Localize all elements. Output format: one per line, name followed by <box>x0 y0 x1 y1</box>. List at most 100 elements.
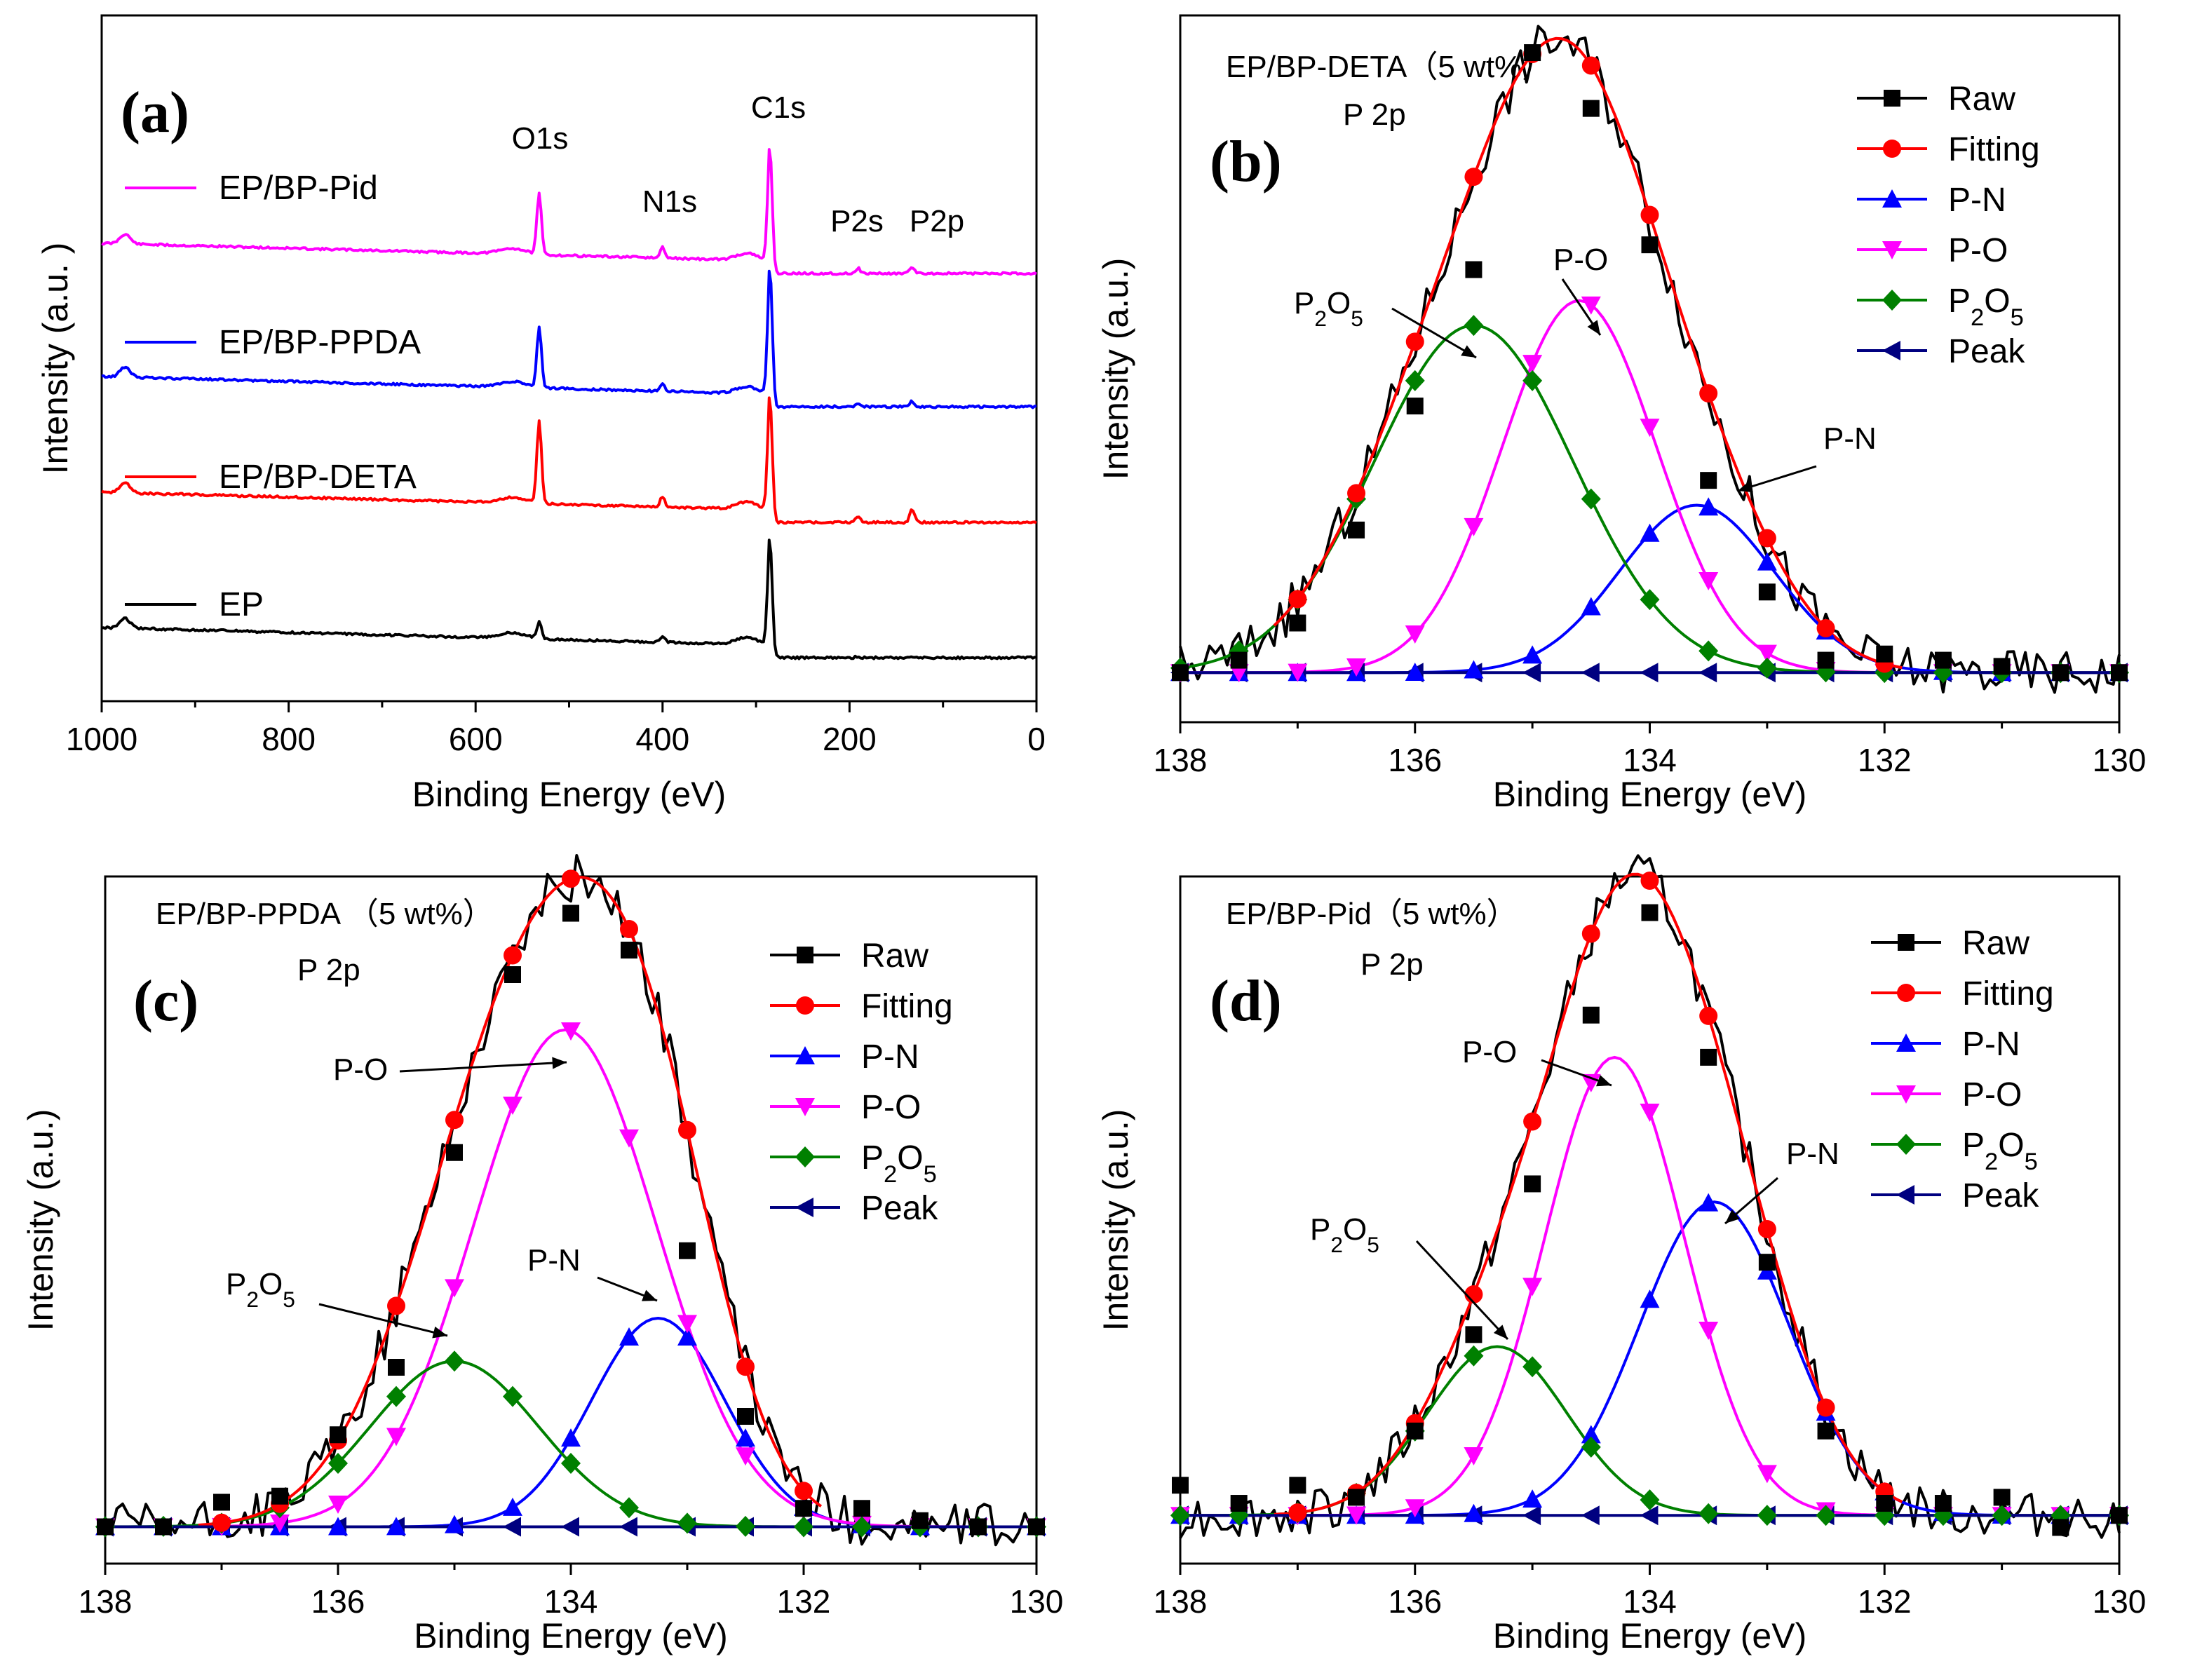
panel-d-raw-marker <box>1876 1495 1893 1512</box>
panel-b-p-n-marker <box>1464 660 1484 679</box>
panel-b-tag: (b) <box>1210 129 1282 194</box>
panel-c-peak-marker <box>503 1517 521 1537</box>
panel-d-raw-marker <box>1934 1495 1952 1512</box>
panel-c-xtick-label: 134 <box>544 1583 598 1620</box>
panel-b-p-o-marker <box>1757 644 1777 663</box>
panel-b-legend-label: Raw <box>1948 81 2015 118</box>
panel-c-raw-line <box>104 854 1037 1547</box>
panel-b-raw-marker <box>1465 261 1482 278</box>
panel-c-raw-marker <box>912 1512 928 1529</box>
panel-a-series-line <box>101 269 1037 409</box>
panel-d-arrowhead <box>1493 1325 1508 1339</box>
panel-a-series: EP <box>101 538 1037 661</box>
panel-b-fitting-line <box>1273 36 1903 670</box>
panel-d-raw-marker <box>1700 1048 1717 1066</box>
panel-d-p-n-marker <box>1581 1425 1601 1444</box>
panel-d-p-n-line <box>1180 1200 2119 1517</box>
panel-b-fitting-marker <box>1464 168 1483 187</box>
panel-b-fitting-marker <box>1640 205 1659 224</box>
panel-d-peak-marker <box>1640 1505 1659 1526</box>
panel-b-fitting-marker <box>1581 56 1600 75</box>
panel-b-subtitle: P 2p <box>1343 97 1406 132</box>
panel-d-raw-marker <box>1582 1006 1600 1024</box>
panel-b-annotation: P2O5 <box>1294 286 1363 331</box>
panel-d-p-o-marker <box>1581 1073 1601 1092</box>
panel-c-p2o5-marker <box>852 1516 872 1538</box>
panel-d-raw-marker <box>1641 904 1659 921</box>
panel-b-fitting-marker <box>1288 590 1307 609</box>
panel-b-annotation: P-N <box>1823 421 1877 456</box>
panel-d-fitting-marker <box>1816 1398 1835 1417</box>
panel-c-p-n-marker <box>386 1517 406 1536</box>
panel-a-xtick-label: 600 <box>449 721 503 757</box>
panel-c-arrowhead <box>552 1057 567 1069</box>
panel-d-legend-label: P-O <box>1962 1076 2022 1113</box>
panel-c-p2o5-marker <box>619 1497 639 1519</box>
panel-c-p-o-marker <box>445 1279 464 1298</box>
panel-b-ylabel: Intensity (a.u.) <box>1096 258 1135 480</box>
panel-b-raw-marker <box>1406 398 1424 415</box>
panel-a-tag: (a) <box>121 80 189 145</box>
panel-b-raw-marker <box>1700 472 1717 489</box>
panel-b-p-n-marker <box>1640 523 1660 542</box>
panel-c-raw-marker <box>562 905 579 922</box>
panel-b-raw-marker <box>1876 645 1893 663</box>
panel-c-raw-marker <box>795 1500 812 1517</box>
panel-c-legend-label: P-N <box>861 1038 919 1076</box>
panel-d-legend-label: P-N <box>1962 1026 2020 1063</box>
panel-c-fitting-marker <box>504 946 522 965</box>
panel-d-p2o5-marker <box>1992 1505 2012 1526</box>
panel-d-legend-marker <box>1897 984 1915 1002</box>
panel-b-legend-label: P2O5 <box>1948 283 2024 331</box>
panel-c-peak-marker <box>619 1517 637 1537</box>
panel-a-xtick-label: 400 <box>635 721 689 757</box>
panel-b-xtick-label: 138 <box>1154 742 1208 778</box>
panel-b-raw-marker <box>1934 651 1952 669</box>
panel-d-p-o-line <box>1180 1055 2119 1517</box>
panel-c-raw-marker <box>97 1518 114 1536</box>
panel-a-xtick-label: 1000 <box>66 721 137 757</box>
panel-c-arrow <box>318 1303 448 1337</box>
panel-b-p-o-marker <box>1640 419 1660 438</box>
panel-c-p-n-marker <box>677 1327 697 1346</box>
panel-c-legend-marker <box>797 947 813 963</box>
panel-d-xtick-label: 132 <box>1858 1583 1912 1620</box>
panel-d-raw-marker <box>1172 1477 1189 1494</box>
panel-b-p-o-marker <box>1522 355 1543 374</box>
panel-d-legend-label: Fitting <box>1962 975 2054 1012</box>
panel-b-p2o5-marker <box>1640 589 1660 611</box>
panel-d-p-o-marker <box>1464 1447 1484 1466</box>
panel-d-p-n-marker <box>1698 1193 1719 1212</box>
panel-b-peak-marker <box>1581 663 1600 683</box>
panel-b-legend-marker <box>1882 290 1902 311</box>
panel-c-raw-marker <box>271 1487 288 1505</box>
panel-d-p2o5-marker <box>1640 1489 1660 1511</box>
panel-c-fitting-marker <box>736 1357 755 1376</box>
panel-b-p-o-marker <box>1581 296 1601 315</box>
panel-d-xtick-label: 136 <box>1388 1583 1442 1620</box>
panel-c-p2o5-marker <box>677 1512 697 1534</box>
panel-c-fitting-marker <box>795 1482 813 1501</box>
panel-b-arrowhead <box>1461 345 1476 358</box>
panel-c: 138 136 134 132 130 Binding Energy (eV) Intens… <box>21 854 1063 1655</box>
panel-d-legend-marker <box>1896 1085 1916 1104</box>
panel-d-fitting-marker <box>1581 924 1600 943</box>
panel-c-p-n-line <box>105 1317 1036 1529</box>
panel-c-legend-marker <box>795 1198 813 1217</box>
panel-a-xtick-label: 0 <box>1027 721 1046 757</box>
panel-d-xlabel: Binding Energy (eV) <box>1493 1616 1806 1655</box>
panel-b-legend-label: Peak <box>1948 333 2025 370</box>
panel-d-legend-marker <box>1898 934 1914 951</box>
panel-b-fitting-marker <box>1757 529 1776 548</box>
panel-b-p-n-marker <box>1522 645 1543 664</box>
panel-d-peak-marker <box>1522 1505 1541 1526</box>
panel-c-p-o-marker <box>386 1428 406 1447</box>
panel-c-legend-label: Peak <box>861 1190 938 1227</box>
panel-a-peak-label: N1s <box>642 184 697 219</box>
panel-d-raw-marker <box>1993 1489 2011 1506</box>
panel-c-legend-marker <box>795 1046 815 1064</box>
panel-c-raw-marker <box>621 942 637 958</box>
panel-d-raw-line <box>1179 854 2121 1539</box>
panel-b-annotation: P-O <box>1553 243 1608 277</box>
panel-c-p-o-marker <box>270 1515 290 1533</box>
